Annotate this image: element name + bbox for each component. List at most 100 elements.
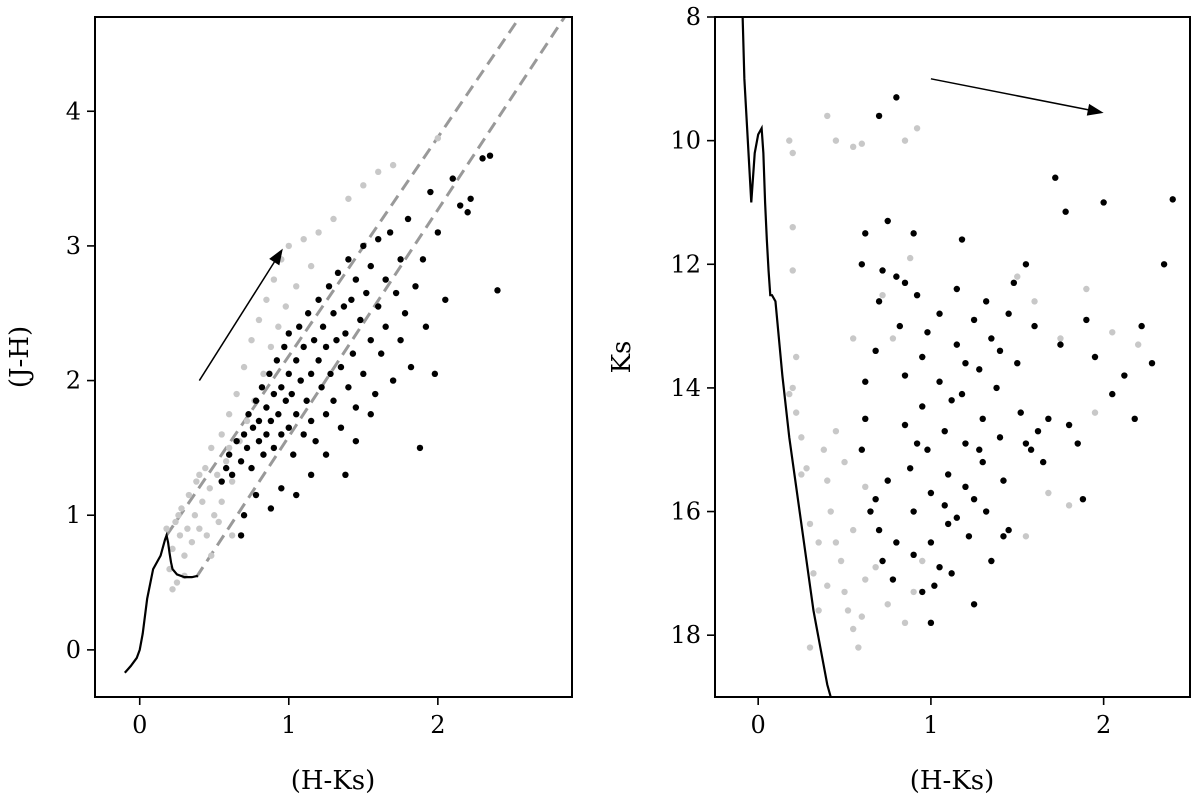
- color-magnitude-field-point: [792, 409, 800, 416]
- color-magnitude-field-point: [824, 582, 831, 589]
- color-color-member-point: [352, 276, 360, 283]
- color-color-y-tick-label: 4: [66, 97, 81, 125]
- color-color-member-point: [392, 289, 400, 297]
- color-magnitude-member-point: [924, 446, 931, 453]
- color-color-field-point: [193, 478, 200, 485]
- color-color-field-point: [163, 525, 170, 532]
- color-magnitude-member-point: [910, 551, 917, 559]
- color-magnitude-member-point: [884, 217, 891, 225]
- color-color-member-point: [342, 471, 349, 479]
- color-magnitude-field-point: [906, 254, 914, 262]
- color-magnitude-member-point: [970, 601, 978, 608]
- color-color-sequence-line: [123, 531, 199, 674]
- color-color-member-point: [281, 343, 288, 351]
- color-color-member-point: [293, 357, 300, 364]
- color-magnitude-member-point: [979, 415, 986, 423]
- color-color-field-point: [191, 512, 199, 519]
- color-color-member-point: [266, 370, 273, 378]
- color-magnitude-member-point: [976, 446, 983, 453]
- color-color-y-tick-label: 3: [66, 232, 81, 260]
- color-magnitude-field-point: [841, 458, 848, 466]
- color-color-member-point: [337, 363, 345, 371]
- color-color-member-point: [263, 431, 270, 438]
- color-magnitude-reddening-arrow: [930, 78, 1093, 112]
- color-magnitude-field-point: [786, 390, 793, 398]
- color-color-member-point: [278, 431, 285, 438]
- color-color-member-point: [345, 384, 352, 391]
- color-magnitude-member-point: [919, 353, 926, 361]
- color-color-member-point: [404, 215, 412, 223]
- color-magnitude-member-point: [875, 526, 883, 534]
- color-magnitude-member-point: [1065, 421, 1073, 429]
- color-magnitude-plot-area: [741, 17, 1176, 697]
- color-magnitude-member-point: [962, 483, 969, 491]
- color-magnitude-field-point: [913, 125, 921, 132]
- color-color-field-point: [228, 478, 236, 485]
- color-color-member-point: [348, 296, 355, 303]
- color-color-member-point: [275, 411, 282, 418]
- color-color-member-point: [270, 444, 278, 452]
- color-magnitude-member-point: [927, 619, 935, 627]
- color-magnitude-member-point: [1000, 533, 1007, 540]
- color-color-field-point: [211, 512, 218, 519]
- color-magnitude-field-point: [820, 446, 828, 453]
- color-magnitude-field-point: [910, 588, 917, 596]
- color-color-field-point: [315, 229, 322, 236]
- color-color-field-point: [228, 532, 236, 539]
- color-magnitude-member-point: [982, 508, 990, 515]
- color-color-member-point: [325, 283, 333, 290]
- color-magnitude-member-point: [993, 384, 1000, 392]
- color-magnitude-field-point: [872, 563, 879, 571]
- color-color-member-point: [319, 323, 327, 330]
- color-color-field-point: [360, 182, 367, 189]
- color-color-member-point: [252, 491, 260, 499]
- color-color-member-point: [296, 323, 303, 330]
- color-magnitude-y-tick-label: 16: [670, 498, 701, 526]
- color-color-member-point: [273, 357, 281, 364]
- color-color-field-point: [300, 235, 307, 243]
- color-color-x-axis-label: (H-Ks): [291, 766, 376, 796]
- color-color-member-point: [378, 350, 385, 357]
- color-magnitude-member-point: [1121, 372, 1128, 379]
- color-color-member-point: [327, 370, 334, 378]
- color-magnitude-field-point: [849, 625, 857, 633]
- color-magnitude-member-point: [1052, 174, 1059, 181]
- color-magnitude-member-point: [936, 310, 943, 317]
- color-magnitude-y-tick-label: 8: [686, 3, 701, 31]
- color-color-clipped-content: [123, 17, 566, 674]
- color-color-member-point: [397, 336, 404, 344]
- color-magnitude-member-point: [913, 291, 921, 299]
- color-color-diagram: 0 1 2 0 1 2 3 4 (H-Ks) (J-H): [5, 16, 573, 796]
- color-magnitude-field-point: [789, 223, 796, 231]
- color-color-member-point: [434, 229, 442, 236]
- color-color-member-point: [349, 350, 357, 357]
- color-magnitude-field-point: [789, 149, 796, 157]
- color-color-member-point: [307, 417, 315, 425]
- color-magnitude-member-point: [910, 508, 917, 515]
- color-color-member-point: [386, 229, 394, 236]
- color-magnitude-member-point: [941, 502, 948, 509]
- color-color-x-tick-label: 1: [281, 711, 296, 739]
- color-magnitude-member-point: [919, 403, 926, 410]
- color-magnitude-member-point: [1083, 316, 1090, 324]
- color-magnitude-member-point: [910, 230, 917, 237]
- color-magnitude-member-point: [862, 378, 869, 385]
- color-magnitude-member-point: [924, 329, 931, 336]
- color-color-member-point: [419, 256, 427, 263]
- color-magnitude-member-point: [1039, 458, 1047, 466]
- color-magnitude-member-point: [931, 582, 938, 589]
- color-color-field-point: [196, 525, 203, 532]
- color-magnitude-field-point: [832, 137, 840, 144]
- color-color-field-point: [275, 323, 282, 330]
- color-color-member-point: [307, 370, 315, 378]
- color-color-member-point: [464, 209, 471, 216]
- color-color-member-point: [228, 471, 236, 479]
- color-color-member-point: [322, 451, 330, 458]
- color-color-member-point: [240, 431, 248, 438]
- color-magnitude-field-point: [855, 644, 862, 651]
- color-color-member-point: [457, 202, 464, 209]
- color-magnitude-field-point: [1014, 273, 1021, 280]
- color-color-plot-area: [123, 17, 566, 674]
- color-color-field-point: [199, 498, 206, 505]
- color-magnitude-member-point: [1034, 427, 1042, 435]
